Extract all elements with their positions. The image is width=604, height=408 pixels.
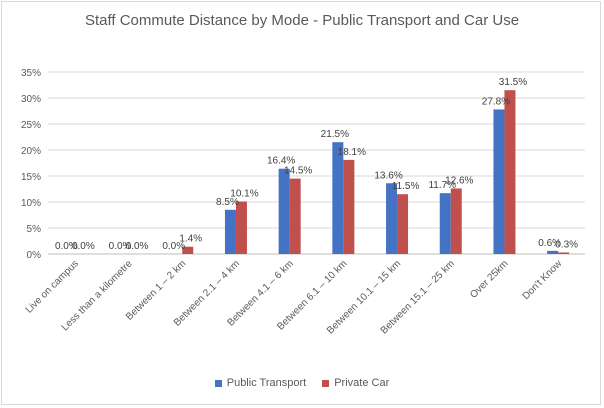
data-label: 0.0% xyxy=(55,241,78,252)
legend-label-public-transport: Public Transport xyxy=(226,377,307,389)
data-label: 11.5% xyxy=(392,181,420,192)
data-label: 10.1% xyxy=(230,188,258,199)
bar-private-car xyxy=(343,159,355,254)
legend-label-private-car: Private Car xyxy=(334,377,390,389)
y-tick-label: 35% xyxy=(21,68,41,79)
bar-public-transport xyxy=(386,183,398,254)
data-label: 12.6% xyxy=(445,175,473,186)
data-label: 0.6% xyxy=(538,238,561,249)
data-label: 8.5% xyxy=(216,197,239,208)
data-label: 21.5% xyxy=(321,129,349,140)
data-label: 0.0% xyxy=(162,241,185,252)
y-tick-label: 30% xyxy=(21,94,41,105)
data-label: 0.0% xyxy=(72,241,95,252)
data-label: 0.0% xyxy=(109,241,132,252)
x-tick-label: Live on campus xyxy=(24,258,81,315)
bar-private-car xyxy=(558,252,570,254)
y-tick-label: 0% xyxy=(27,250,42,261)
chart-title: Staff Commute Distance by Mode - Public … xyxy=(84,12,520,29)
y-tick-label: 20% xyxy=(21,146,41,157)
data-label: 18.1% xyxy=(338,147,366,158)
y-tick-label: 25% xyxy=(21,120,41,131)
bar-public-transport xyxy=(224,209,236,254)
bar-private-car xyxy=(450,188,462,254)
y-tick-label: 10% xyxy=(21,198,41,209)
bar-public-transport xyxy=(547,250,559,254)
data-label: 1.4% xyxy=(179,234,202,245)
legend-item-private-car: Private Car xyxy=(322,377,389,389)
legend-swatch-private-car xyxy=(322,379,330,387)
bar-public-transport xyxy=(332,142,344,254)
data-label: 31.5% xyxy=(499,77,527,88)
x-tick-label: Over 25km xyxy=(468,258,510,300)
data-label: 0.0% xyxy=(126,241,149,252)
bar-private-car xyxy=(504,90,516,254)
data-label: 13.6% xyxy=(374,170,402,181)
legend-swatch-public-transport xyxy=(214,379,222,387)
bar-private-car xyxy=(235,201,247,254)
bar-public-transport xyxy=(439,193,451,254)
data-label: 16.4% xyxy=(267,156,295,167)
data-label: 27.8% xyxy=(482,96,510,107)
y-tick-label: 15% xyxy=(21,172,41,183)
data-label: 14.5% xyxy=(284,166,312,177)
legend-item-public-transport: Public Transport xyxy=(214,377,307,389)
bar-public-transport xyxy=(278,168,290,254)
x-tick-label: Don't Know xyxy=(521,258,565,302)
bar-public-transport xyxy=(493,109,505,254)
bar-private-car xyxy=(289,178,301,254)
chart-legend: Public Transport Private Car xyxy=(0,377,604,389)
bar-private-car xyxy=(182,246,194,254)
y-tick-label: 5% xyxy=(27,224,42,235)
data-label: 11.7% xyxy=(428,180,456,191)
bar-private-car xyxy=(397,194,409,254)
data-label: 0.3% xyxy=(555,239,578,250)
